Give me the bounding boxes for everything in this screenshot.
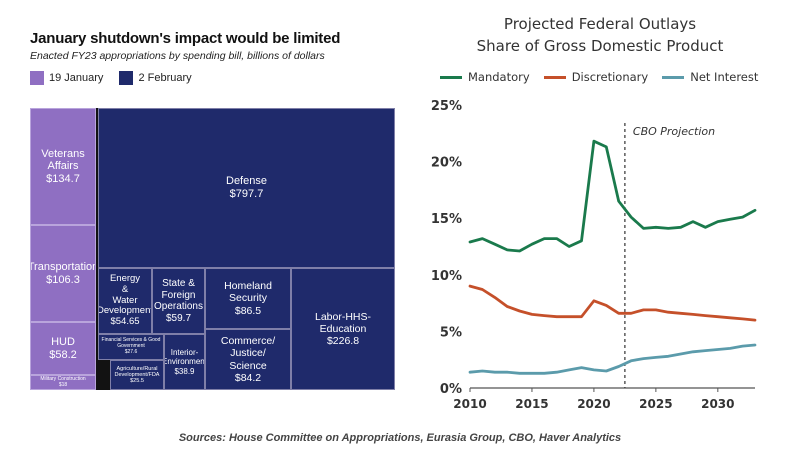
cell-value: $59.7: [165, 312, 192, 324]
cell-name: HUD: [51, 335, 75, 348]
treemap-cell-interior-environment: Interior- Environment $38.9: [164, 334, 205, 390]
cell-name: Veterans Affairs: [41, 147, 85, 173]
legend-label-discretionary: Discretionary: [571, 70, 649, 84]
cell-value: $106.3: [46, 273, 80, 286]
treemap-cell-commerce-justice-science: Commerce/Justice/Science $84.2: [205, 329, 291, 390]
cell-name: Energy & Water Development: [98, 272, 152, 317]
treemap-cell-state-foreign-ops: State & Foreign Operations $59.7: [152, 268, 205, 334]
y-tick-label: 10%: [431, 269, 462, 284]
x-tick-label: 2025: [639, 397, 672, 411]
legend-label-net-interest: Net Interest: [690, 70, 759, 84]
y-tick-label: 0%: [440, 382, 462, 397]
cell-value: $25.5: [130, 378, 144, 385]
cell-value: $54.65: [110, 316, 140, 328]
y-tick-label: 25%: [431, 99, 462, 114]
series-line-discretionary: [468, 284, 757, 322]
cell-value: $226.8: [326, 335, 360, 348]
legend-label-2-february: 2 February: [138, 72, 192, 84]
treemap-cell-transportation: Transportation $106.3: [30, 225, 96, 322]
line-chart-title: Projected Federal Outlays Share of Gross…: [430, 13, 770, 57]
cell-name: Transportation: [30, 260, 96, 273]
treemap-cell-financial-services: Financial Services & Good Government $27…: [98, 334, 164, 360]
cell-name: Military Construction: [40, 375, 86, 382]
line-chart-legend: Mandatory Discretionary Net Interest: [440, 70, 772, 84]
legend-line-net-interest: [662, 75, 685, 79]
legend-item-mandatory: Mandatory: [440, 70, 530, 84]
cell-value: $797.7: [229, 188, 264, 200]
line-chart-title-line-2: Share of Gross Domestic Product: [476, 37, 724, 55]
cell-name: Financial Services & Good Government: [101, 337, 161, 350]
x-tick-label: 2015: [515, 397, 548, 411]
line-chart-title-line-1: Projected Federal Outlays: [503, 15, 697, 33]
cell-value: $18: [58, 381, 68, 388]
treemap-cell-energy-water: Energy & Water Development $54.65: [98, 268, 152, 334]
cell-value: $134.7: [46, 172, 80, 185]
series-line-mandatory: [468, 139, 757, 253]
x-tick-label: 2010: [453, 397, 486, 411]
cell-name: Agriculture/Rural Development/FDA: [114, 365, 160, 378]
legend-swatch-2-february: [119, 71, 134, 85]
cell-value: $38.9: [174, 366, 195, 376]
cell-name: State & Foreign Operations: [154, 278, 203, 312]
treemap-cell-veterans-affairs: Veterans Affairs $134.7: [30, 108, 96, 225]
legend-item-discretionary: Discretionary: [543, 70, 649, 84]
treemap-legend: 19 January 2 February: [30, 70, 208, 86]
legend-line-mandatory: [440, 75, 462, 79]
cell-value: $27.6: [124, 348, 138, 355]
legend-label-19-january: 19 January: [49, 72, 104, 84]
legend-line-discretionary: [543, 75, 566, 79]
treemap-title: January shutdown's impact would be limit…: [30, 30, 341, 47]
cell-value: $84.2: [234, 371, 262, 384]
source-note: Sources: House Committee on Appropriatio…: [178, 432, 622, 444]
series-line-net-interest: [468, 343, 757, 375]
legend-label-mandatory: Mandatory: [468, 70, 530, 84]
cell-value: $86.5: [234, 304, 262, 317]
cell-name: Commerce/Justice/Science: [220, 335, 276, 372]
x-tick-label: 2030: [701, 397, 734, 411]
legend-item-2-february: 2 February: [119, 71, 192, 85]
cell-name: Defense: [226, 175, 267, 188]
treemap-cell-labor-hhs-education: Labor-HHS-Education $226.8: [291, 268, 395, 390]
line-chart: 0% 5% 10% 15% 20% 25% 2010 2015 2020 2025 2030 CBO …: [431, 99, 757, 411]
cbo-projection-label: CBO Projection: [633, 125, 715, 138]
treemap-cell-homeland-security: Homeland Security $86.5: [205, 268, 291, 329]
y-tick-label: 20%: [431, 156, 462, 171]
treemap-cell-defense: Defense $797.7: [98, 108, 395, 268]
cell-name: Interior- Environment: [164, 348, 205, 367]
legend-item-net-interest: Net Interest: [662, 70, 758, 84]
treemap-subtitle: Enacted FY23 appropriations by spending …: [30, 50, 325, 62]
cell-name: Labor-HHS-Education: [314, 310, 372, 335]
treemap: Veterans Affairs $134.7 Transportation $…: [30, 108, 395, 390]
treemap-cell-agriculture: Agriculture/Rural Development/FDA $25.5: [110, 360, 164, 390]
legend-item-19-january: 19 January: [30, 71, 103, 85]
treemap-cell-hud: HUD $58.2: [30, 322, 96, 375]
y-tick-label: 15%: [431, 212, 462, 227]
cell-value: $58.2: [49, 348, 77, 361]
cell-name: Homeland Security: [224, 280, 272, 305]
treemap-cell-military-construction: Military Construction $18: [30, 375, 96, 390]
legend-swatch-19-january: [30, 71, 44, 85]
y-tick-label: 5%: [440, 325, 462, 340]
x-tick-label: 2020: [577, 397, 610, 411]
